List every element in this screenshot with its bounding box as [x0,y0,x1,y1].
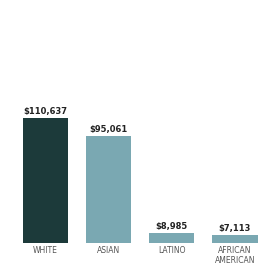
Text: NET WORTH BY RACE: NET WORTH BY RACE [22,68,253,87]
Text: $7,113: $7,113 [219,224,251,233]
Bar [149,233,194,243]
Text: MEDIAN HOUSEHOLD: MEDIAN HOUSEHOLD [22,25,253,44]
Bar [212,235,257,243]
Bar [23,118,68,243]
Text: $8,985: $8,985 [156,222,188,230]
Text: $110,637: $110,637 [24,107,68,116]
Text: $95,061: $95,061 [90,124,128,134]
Bar [86,136,131,243]
